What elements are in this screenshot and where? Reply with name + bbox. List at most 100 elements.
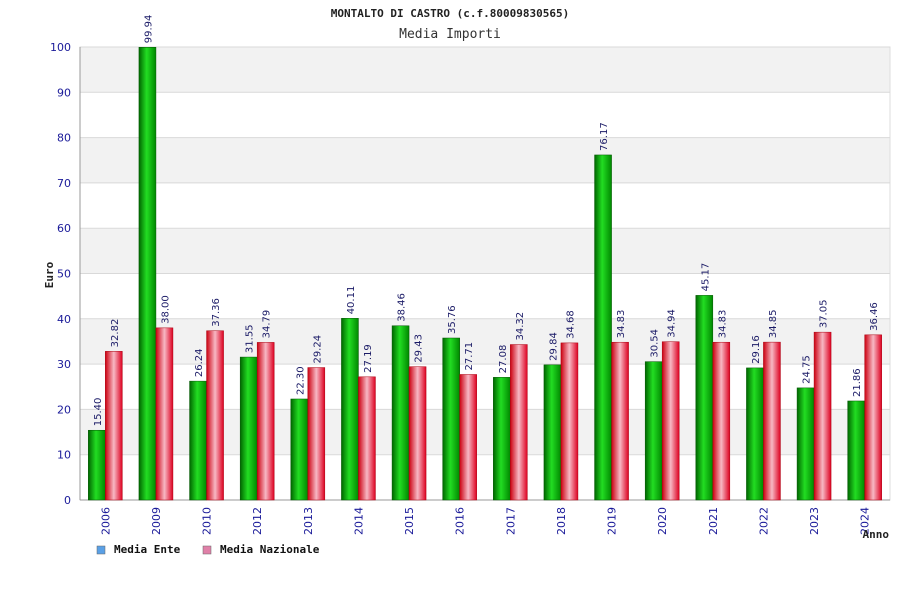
value-label: 34.85 (768, 309, 779, 338)
x-tick-label: 2021 (707, 507, 720, 535)
value-label: 27.08 (498, 345, 509, 374)
bar-media-nazionale (611, 341, 629, 501)
bar-media-nazionale (763, 341, 781, 501)
bar-media-nazionale (256, 342, 275, 501)
bar-media-ente (341, 318, 359, 501)
bar-media-nazionale (408, 366, 427, 501)
plot-band (80, 137, 890, 183)
bar-media-ente (493, 377, 511, 501)
value-label: 34.32 (515, 312, 526, 341)
value-label: 29.84 (548, 332, 559, 361)
bar-media-nazionale (307, 367, 326, 501)
value-label: 32.82 (110, 319, 121, 348)
value-label: 40.11 (346, 286, 357, 315)
x-tick-label: 2022 (757, 507, 770, 535)
x-tick-label: 2024 (859, 507, 872, 535)
plot-band (80, 273, 890, 319)
bar-media-nazionale (358, 376, 376, 501)
bar-media-nazionale (864, 334, 882, 501)
x-axis-ticks: 2006 2009 2010 2012 2013 2014 2015 2016 2017 2018… (99, 507, 871, 535)
y-tick-label: 70 (57, 177, 71, 190)
y-tick-label: 40 (57, 313, 71, 326)
x-tick-label: 2019 (606, 507, 619, 535)
bar-media-nazionale (661, 341, 680, 501)
value-label: 34.94 (667, 309, 678, 338)
bar-media-nazionale (813, 331, 832, 501)
x-tick-label: 2014 (352, 507, 365, 535)
value-label: 99.94 (143, 15, 154, 44)
plot-band (80, 92, 890, 138)
y-axis-ticks: 0 10 20 30 40 50 60 70 80 90 100 (50, 41, 71, 507)
value-label: 27.71 (464, 342, 475, 371)
y-tick-label: 0 (64, 494, 71, 507)
value-label: 30.54 (650, 329, 661, 358)
x-tick-label: 2009 (150, 507, 163, 535)
value-label: 26.24 (194, 348, 205, 377)
x-axis-label: Anno (863, 528, 890, 541)
plot-band (80, 228, 890, 274)
y-tick-label: 80 (57, 132, 71, 145)
value-label: 37.05 (819, 300, 830, 329)
value-label: 45.17 (700, 263, 711, 292)
x-tick-label: 2006 (99, 507, 112, 535)
legend: Media Ente Media Nazionale (96, 543, 320, 556)
value-label: 35.76 (447, 305, 458, 334)
bar-media-ente (796, 387, 815, 501)
chart-title: MONTALTO DI CASTRO (c.f.80009830565) (331, 7, 569, 20)
x-tick-label: 2023 (808, 507, 821, 535)
x-tick-label: 2018 (555, 507, 568, 535)
chart-subtitle: Media Importi (399, 27, 501, 42)
y-tick-label: 10 (57, 449, 71, 462)
bar-media-ente (695, 295, 714, 501)
plot-band (80, 47, 890, 93)
value-label: 31.55 (245, 324, 256, 353)
bar-media-ente (239, 356, 258, 501)
x-tick-label: 2015 (403, 507, 416, 535)
y-tick-label: 30 (57, 358, 71, 371)
x-tick-label: 2016 (454, 507, 467, 535)
plot-band (80, 182, 890, 229)
y-tick-label: 90 (57, 86, 71, 99)
value-label: 36.46 (869, 302, 880, 331)
legend-label-media-ente: Media Ente (114, 543, 181, 556)
value-label: 76.17 (599, 122, 610, 151)
value-label: 21.86 (852, 368, 863, 397)
bar-media-ente (189, 380, 207, 501)
value-label: 34.68 (565, 310, 576, 339)
legend-label-media-nazionale: Media Nazionale (220, 543, 320, 556)
value-label: 37.36 (211, 298, 222, 327)
bar-media-nazionale (459, 374, 477, 501)
bar-media-nazionale (510, 344, 528, 501)
value-label: 34.83 (717, 310, 728, 339)
bar-media-ente (88, 429, 106, 501)
value-label: 24.75 (802, 355, 813, 384)
bar-media-nazionale (155, 327, 174, 501)
y-tick-label: 100 (50, 41, 71, 54)
x-tick-label: 2010 (201, 507, 214, 535)
value-label: 22.30 (295, 366, 306, 395)
bar-media-ente (290, 398, 309, 501)
value-label: 29.24 (312, 335, 323, 364)
bar-media-nazionale (206, 330, 224, 501)
bar-media-ente (644, 361, 663, 501)
value-label: 15.40 (93, 398, 104, 427)
x-tick-label: 2012 (251, 507, 264, 535)
value-label: 27.19 (363, 344, 374, 373)
bar-media-nazionale (712, 341, 731, 501)
value-label: 29.43 (414, 334, 425, 363)
value-labels: 15.40 32.82 99.94 38.00 26.24 37.36 31.55 34.79… (93, 15, 880, 427)
y-tick-label: 50 (57, 268, 71, 281)
value-label: 38.00 (160, 295, 171, 324)
legend-swatch-media-ente (96, 545, 106, 555)
bar-media-nazionale (105, 351, 123, 501)
bar-media-ente (442, 337, 460, 501)
x-tick-label: 2020 (656, 507, 669, 535)
legend-swatch-media-nazionale (202, 545, 212, 555)
bar-media-ente (543, 364, 562, 501)
value-label: 29.16 (751, 335, 762, 364)
bar-media-ente (847, 400, 865, 501)
bar-media-ente (391, 325, 410, 501)
bar-media-ente (138, 47, 157, 501)
value-label: 34.83 (616, 310, 627, 339)
